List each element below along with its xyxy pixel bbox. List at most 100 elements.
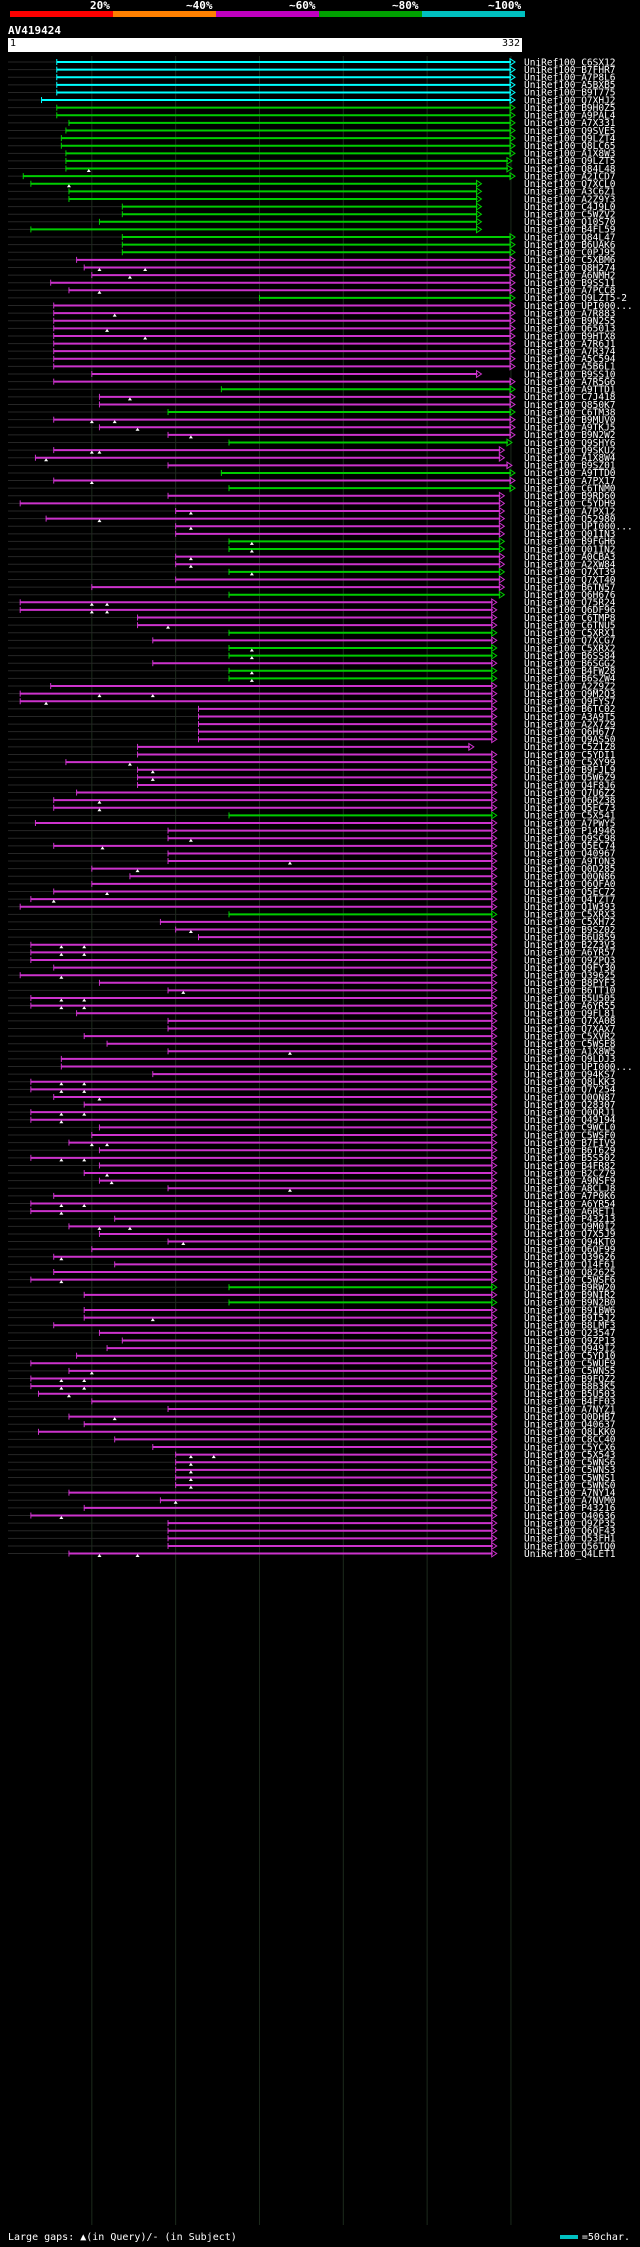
- hit-label[interactable]: UniRef100_B9I5J2: [524, 1313, 616, 1324]
- hit-row[interactable]: UniRef100_C5WNS5: [8, 1366, 616, 1377]
- hit-row[interactable]: UniRef100_C5XH72: [8, 917, 616, 928]
- hit-label[interactable]: UniRef100_Q4LET1: [524, 1549, 616, 1560]
- hit-row[interactable]: UniRef100_Q6RZ38: [8, 795, 616, 806]
- hit-label[interactable]: UniRef100_B6TT10: [524, 986, 616, 997]
- hit-row[interactable]: UniRef100_Q7XCG7: [8, 636, 616, 647]
- hit-label[interactable]: UniRef100_Q6QFA0: [524, 879, 616, 890]
- hit-row[interactable]: UniRef100_B8LMF3: [8, 1321, 616, 1332]
- hit-label[interactable]: UniRef100_Q84L47: [524, 232, 616, 243]
- hit-row[interactable]: UniRef100_B6SS84: [8, 651, 616, 662]
- hit-label[interactable]: UniRef100_Q56TQ0: [524, 1541, 616, 1552]
- hit-row[interactable]: UniRef100_A1X8W5: [8, 1047, 616, 1058]
- hit-label[interactable]: UniRef100_Q0D285: [524, 864, 616, 875]
- hit-row[interactable]: UniRef100_B6SGG2: [8, 658, 616, 669]
- hit-row[interactable]: UniRef100_C6TM38: [8, 407, 616, 418]
- hit-label[interactable]: UniRef100_A1X8W4: [524, 453, 616, 464]
- hit-label[interactable]: UniRef100_C0PJ95: [524, 248, 616, 259]
- hit-row[interactable]: UniRef100_C4J9L0: [8, 202, 616, 213]
- hit-row[interactable]: UniRef100_Q5EC72: [8, 887, 616, 898]
- hit-row[interactable]: UniRef100_Q6QF99: [8, 1244, 616, 1255]
- hit-row[interactable]: UniRef100_Q40637: [8, 1419, 616, 1430]
- hit-label[interactable]: UniRef100_Q6H676: [524, 590, 616, 601]
- hit-label[interactable]: UniRef100_Q40967: [524, 849, 616, 860]
- hit-label[interactable]: UniRef100_Q949I2: [524, 1343, 616, 1354]
- hit-row[interactable]: UniRef100_Q94KT0: [8, 1237, 616, 1248]
- hit-row[interactable]: UniRef100_A5C594: [8, 354, 616, 365]
- hit-label[interactable]: UniRef100_Q01IN3: [524, 529, 616, 540]
- hit-label[interactable]: UniRef100_C5X543: [524, 1450, 616, 1461]
- hit-label[interactable]: UniRef100_Q39625: [524, 971, 616, 982]
- hit-label[interactable]: UniRef100_Q1W393: [524, 902, 616, 913]
- hit-label[interactable]: UniRef100_Q7XCG7: [524, 636, 616, 647]
- hit-label[interactable]: UniRef100_B4FF03: [524, 1397, 616, 1408]
- hit-row[interactable]: UniRef100_B4FL59: [8, 225, 616, 236]
- hit-label[interactable]: UniRef100_Q9AS50: [524, 735, 616, 746]
- hit-row[interactable]: UniRef100_B8PYF3: [8, 978, 616, 989]
- hit-row[interactable]: UniRef100_A5BXB5: [8, 80, 616, 91]
- hit-label[interactable]: UniRef100_Q40636: [524, 1511, 616, 1522]
- hit-label[interactable]: UniRef100_B9SS10: [524, 369, 616, 380]
- hit-row[interactable]: UniRef100_A7NY14: [8, 1488, 616, 1499]
- hit-row[interactable]: UniRef100_A0CBA3: [8, 552, 616, 563]
- hit-label[interactable]: UniRef100_Q0DHB7: [524, 1412, 616, 1423]
- hit-label[interactable]: UniRef100_Q9FYS7: [524, 697, 616, 708]
- hit-label[interactable]: UniRef100_A6YR55: [524, 1001, 616, 1012]
- hit-label[interactable]: UniRef100_B9MUV0: [524, 415, 616, 426]
- hit-label[interactable]: UniRef100_A7PCC8: [524, 286, 616, 297]
- hit-label[interactable]: UniRef100_Q52980: [524, 514, 616, 525]
- hit-label[interactable]: UniRef100_A6YR57: [524, 948, 616, 959]
- hit-row[interactable]: UniRef100_Q9AS50: [8, 735, 616, 746]
- hit-label[interactable]: UniRef100_B9T775: [524, 88, 616, 99]
- hit-row[interactable]: UniRef100_Q9FYS7: [8, 697, 616, 708]
- hit-label[interactable]: UniRef100_B7FHR7: [524, 65, 616, 76]
- hit-row[interactable]: UniRef100_C5X541: [8, 811, 616, 822]
- hit-row[interactable]: UniRef100_A7PWY5: [8, 818, 616, 829]
- hit-label[interactable]: UniRef100_C5X541: [524, 811, 616, 822]
- hit-row[interactable]: UniRef100_Q9ZP35: [8, 1518, 616, 1529]
- hit-row[interactable]: UniRef100_A9NSF9: [8, 1176, 616, 1187]
- hit-row[interactable]: UniRef100_Q5EC74: [8, 841, 616, 852]
- hit-label[interactable]: UniRef100_B2CZ79: [524, 1168, 616, 1179]
- hit-label[interactable]: UniRef100_UPI000...: [524, 522, 633, 533]
- hit-row[interactable]: UniRef100_B4FW28: [8, 666, 616, 677]
- hit-label[interactable]: UniRef100_C5WNS0: [524, 1480, 616, 1491]
- hit-label[interactable]: UniRef100_C5WNS1: [524, 1473, 616, 1484]
- hit-row[interactable]: UniRef100_C6TNU5: [8, 620, 616, 631]
- hit-label[interactable]: UniRef100_A6NMH2: [524, 270, 616, 281]
- hit-row[interactable]: UniRef100_Q0DHB7: [8, 1412, 616, 1423]
- hit-row[interactable]: UniRef100_Q7XHJ2: [8, 95, 616, 106]
- hit-label[interactable]: UniRef100_A7NVM0: [524, 1496, 616, 1507]
- hit-row[interactable]: UniRef100_A7R883: [8, 308, 616, 319]
- hit-row[interactable]: UniRef100_B9SS10: [8, 369, 616, 380]
- hit-label[interactable]: UniRef100_Q6QF99: [524, 1244, 616, 1255]
- hit-row[interactable]: UniRef100_Q10S70: [8, 217, 616, 228]
- hit-row[interactable]: UniRef100_Q9SVE5: [8, 126, 616, 137]
- hit-label[interactable]: UniRef100_UPI000...: [524, 301, 633, 312]
- hit-row[interactable]: UniRef100_Q23547: [8, 1328, 616, 1339]
- hit-row[interactable]: UniRef100_A7R6J1: [8, 339, 616, 350]
- hit-row[interactable]: UniRef100_A9TON3: [8, 856, 616, 867]
- hit-row[interactable]: UniRef100_B9HTX8: [8, 331, 616, 342]
- hit-row[interactable]: UniRef100_A8CLJ8: [8, 1184, 616, 1195]
- hit-label[interactable]: UniRef100_A7PX12: [524, 506, 616, 517]
- hit-label[interactable]: UniRef100_C5YDI1: [524, 750, 616, 761]
- hit-row[interactable]: UniRef100_C7J418: [8, 392, 616, 403]
- hit-row[interactable]: UniRef100_C5YCX6: [8, 1442, 616, 1453]
- hit-row[interactable]: UniRef100_Q0QRJ1: [8, 1107, 616, 1118]
- hit-row[interactable]: UniRef100_Q84L48: [8, 164, 616, 175]
- hit-row[interactable]: UniRef100_C5WSF0: [8, 1130, 616, 1141]
- hit-row[interactable]: UniRef100_B9MUV0: [8, 415, 616, 426]
- hit-label[interactable]: UniRef100_Q49194: [524, 1115, 616, 1126]
- hit-row[interactable]: UniRef100_Q8LKK0: [8, 1427, 616, 1438]
- hit-row[interactable]: UniRef100_Q82625: [8, 1267, 616, 1278]
- hit-label[interactable]: UniRef100_Q6RZ38: [524, 795, 616, 806]
- hit-row[interactable]: UniRef100_A2Z9Y3: [8, 194, 616, 205]
- hit-label[interactable]: UniRef100_C5XRX1: [524, 628, 616, 639]
- hit-label[interactable]: UniRef100_B6TC02: [524, 704, 616, 715]
- hit-label[interactable]: UniRef100_Q10S70: [524, 217, 616, 228]
- hit-row[interactable]: UniRef100_Q0QN86: [8, 872, 616, 883]
- hit-label[interactable]: UniRef100_A9TKJ5: [524, 423, 616, 434]
- hit-row[interactable]: UniRef100_B5S502: [8, 1153, 616, 1164]
- hit-row[interactable]: UniRef100_P14946: [8, 826, 616, 837]
- hit-label[interactable]: UniRef100_Q9ZPQ3: [524, 955, 616, 966]
